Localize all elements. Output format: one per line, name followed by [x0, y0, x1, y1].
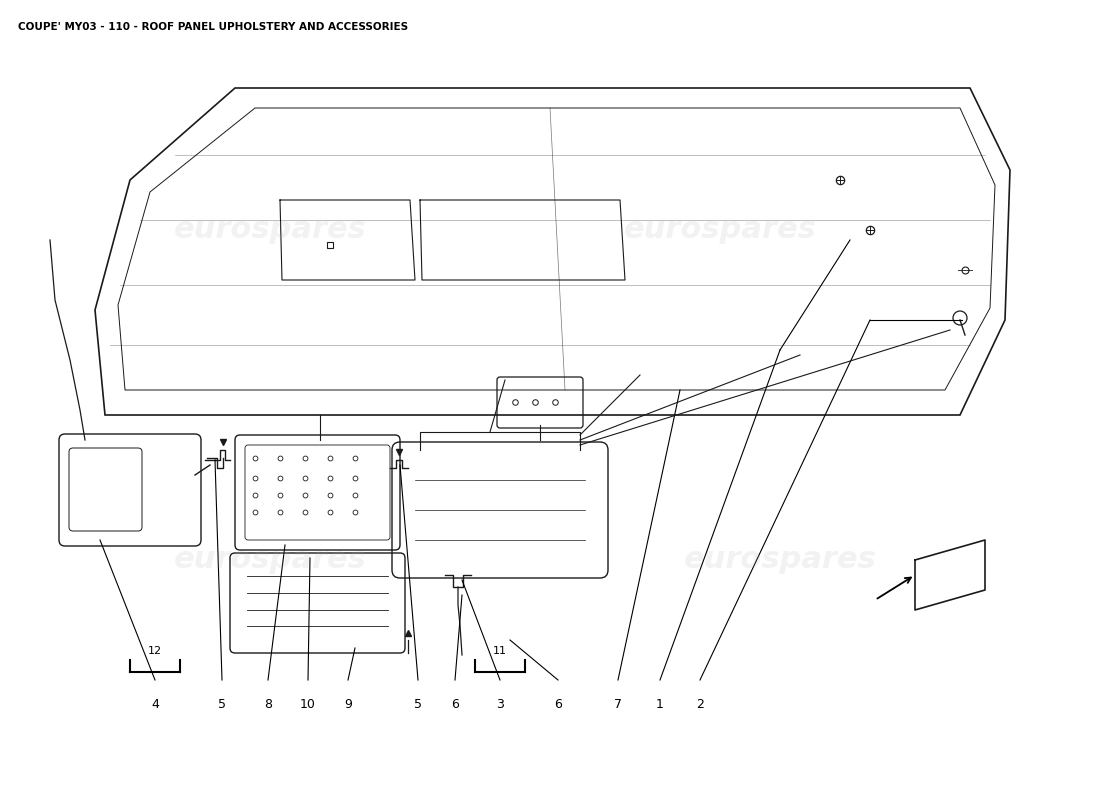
- Text: 6: 6: [451, 698, 459, 711]
- Text: 8: 8: [264, 698, 272, 711]
- Text: 3: 3: [496, 698, 504, 711]
- Text: 5: 5: [218, 698, 226, 711]
- Text: COUPE' MY03 - 110 - ROOF PANEL UPHOLSTERY AND ACCESSORIES: COUPE' MY03 - 110 - ROOF PANEL UPHOLSTER…: [18, 22, 408, 32]
- Text: eurospares: eurospares: [624, 215, 816, 245]
- Text: 9: 9: [344, 698, 352, 711]
- Text: 7: 7: [614, 698, 622, 711]
- Text: 5: 5: [414, 698, 422, 711]
- Text: eurospares: eurospares: [683, 546, 877, 574]
- Text: 4: 4: [151, 698, 158, 711]
- Text: 12: 12: [147, 646, 162, 656]
- Text: 6: 6: [554, 698, 562, 711]
- Text: 2: 2: [696, 698, 704, 711]
- Text: 10: 10: [300, 698, 316, 711]
- Text: eurospares: eurospares: [174, 546, 366, 574]
- Text: eurospares: eurospares: [174, 215, 366, 245]
- Text: 11: 11: [493, 646, 507, 656]
- Text: 1: 1: [656, 698, 664, 711]
